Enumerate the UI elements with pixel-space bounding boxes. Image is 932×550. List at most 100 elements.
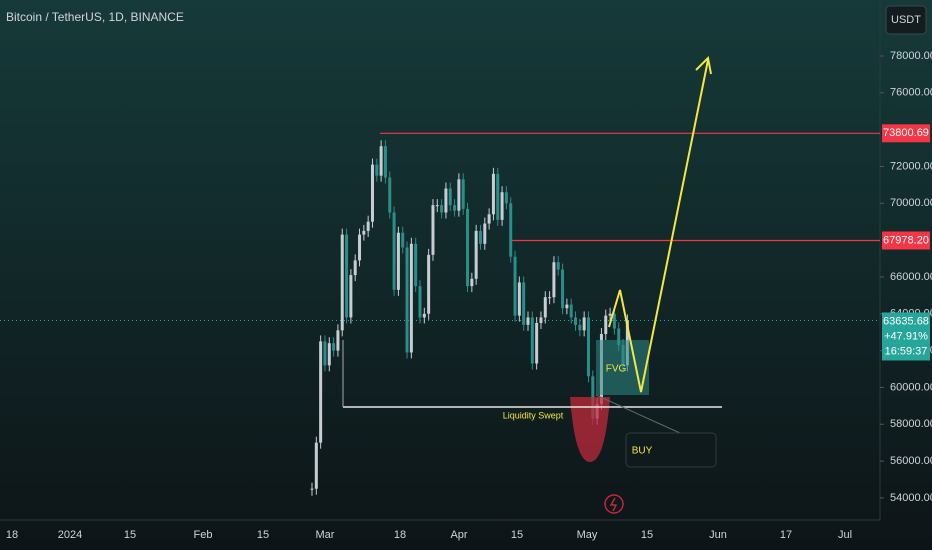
candle: [604, 315, 608, 335]
candle: [375, 164, 379, 176]
candle: [431, 205, 435, 255]
x-tick-label: 15: [641, 529, 653, 541]
candle: [582, 317, 586, 331]
candle: [440, 205, 444, 213]
x-tick-label: 18: [6, 529, 18, 541]
candle: [522, 282, 526, 325]
x-tick-label: 15: [511, 529, 523, 541]
candle: [319, 341, 323, 443]
y-tick-label: 58000.00: [890, 418, 932, 430]
y-tick-label: 70000.00: [890, 197, 932, 209]
candle: [414, 243, 418, 287]
buy-box: [625, 432, 717, 468]
candle: [517, 282, 521, 316]
y-tick-label: 72000.00: [890, 160, 932, 172]
candle: [461, 179, 465, 209]
projection-arrow: [695, 55, 712, 75]
candle: [435, 205, 439, 207]
candle: [392, 212, 396, 290]
candle: [578, 324, 582, 331]
candle: [457, 179, 461, 211]
candle: [608, 313, 612, 316]
currency-button[interactable]: [885, 5, 927, 35]
y-tick-label: 60000.00: [890, 381, 932, 393]
candle: [370, 164, 374, 222]
candle: [470, 278, 474, 287]
plot: 54000.0056000.0058000.0060000.0062000.00…: [0, 50, 932, 541]
candle: [556, 262, 560, 270]
candle: [483, 223, 487, 244]
candle: [617, 328, 621, 346]
change-label: +47.91%: [884, 330, 928, 342]
y-tick-label: 66000.00: [890, 271, 932, 283]
liquidity-zone: [570, 397, 610, 462]
candle: [366, 221, 370, 231]
candle: [586, 317, 590, 377]
candle: [418, 286, 422, 318]
candle: [314, 442, 318, 489]
candle: [340, 234, 344, 331]
x-tick-label: Mar: [316, 529, 335, 541]
price-tag: [882, 312, 930, 361]
y-tick-label: 54000.00: [890, 492, 932, 504]
chart-title: Bitcoin / TetherUS, 1D, BINANCE: [6, 10, 184, 24]
candle: [310, 488, 314, 490]
x-tick-label: Jul: [838, 529, 852, 541]
x-tick-label: Jun: [709, 529, 727, 541]
price-tag-label: 67978.20: [883, 234, 929, 246]
candle: [396, 232, 400, 290]
x-tick-label: Feb: [194, 529, 213, 541]
candle: [535, 322, 539, 364]
candle: [358, 234, 362, 261]
candle: [500, 192, 504, 220]
candle: [474, 230, 478, 279]
candle: [349, 275, 353, 318]
y-tick-label: 78000.00: [890, 50, 932, 62]
price-tag: [882, 124, 930, 143]
candle: [383, 146, 387, 178]
candle: [444, 188, 448, 213]
candle: [496, 173, 500, 220]
candle: [552, 262, 556, 298]
candle: [548, 297, 552, 299]
x-tick-label: May: [577, 529, 598, 541]
y-tick-label: 56000.00: [890, 455, 932, 467]
event-icon[interactable]: [604, 494, 624, 514]
buy-label: BUY: [632, 446, 653, 457]
x-tick-label: 18: [394, 529, 406, 541]
candle: [405, 247, 409, 353]
candle: [353, 260, 357, 276]
candle: [526, 317, 530, 325]
candle: [491, 173, 495, 215]
candle: [362, 230, 366, 235]
countdown-label: 16:59:37: [885, 345, 928, 357]
candle: [478, 230, 482, 244]
candle: [448, 188, 452, 206]
price-tag-label: 73800.69: [883, 127, 929, 139]
candle: [574, 317, 578, 325]
candle: [332, 343, 336, 351]
candle: [569, 304, 573, 318]
candle: [427, 254, 431, 314]
currency[interactable]: USDT: [891, 14, 921, 26]
candle: [379, 146, 383, 176]
x-tick-label: Apr: [450, 529, 467, 541]
candle: [539, 317, 543, 323]
y-tick-label: 76000.00: [890, 87, 932, 99]
liquidity-label: Liquidity Swept: [503, 410, 564, 420]
candle: [466, 208, 470, 287]
fvg-label: FVG: [606, 364, 627, 375]
candle: [513, 256, 517, 316]
candle: [530, 317, 534, 364]
x-tick-label: 15: [257, 529, 269, 541]
candle: [401, 232, 405, 248]
candle: [612, 313, 616, 329]
candle: [504, 192, 508, 204]
x-tick-label: 15: [124, 529, 136, 541]
candle: [336, 330, 340, 351]
x-tick-label: 17: [780, 529, 792, 541]
candle: [487, 214, 491, 224]
connector: [595, 394, 681, 434]
